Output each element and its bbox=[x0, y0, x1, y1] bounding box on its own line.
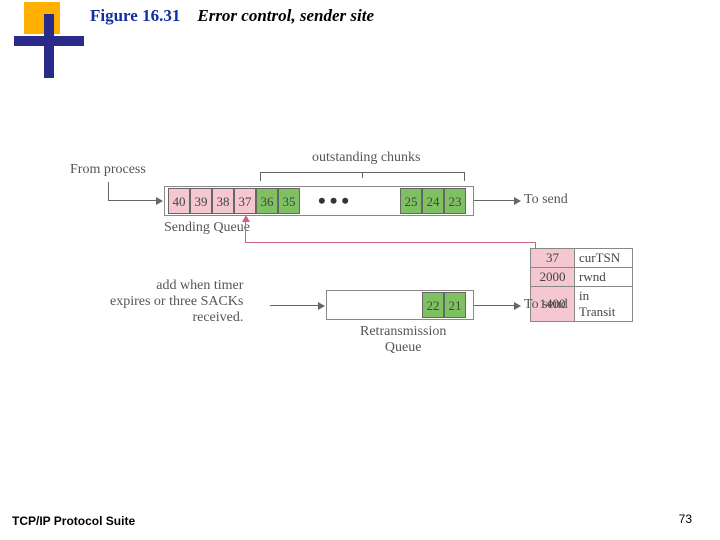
cell-value: 37 bbox=[531, 249, 575, 268]
chunk: 38 bbox=[212, 188, 234, 214]
arrow-to-send-1 bbox=[474, 200, 514, 201]
cell-key: curTSN bbox=[575, 249, 633, 268]
label-to-send-1: To send bbox=[524, 192, 568, 208]
label-from-process: From process bbox=[70, 162, 146, 178]
figure-name: Error control, sender site bbox=[197, 6, 374, 25]
arrow-to-send-2 bbox=[474, 305, 514, 306]
arrow-add-when bbox=[270, 305, 318, 306]
label-retrans-queue: Retransmission Queue bbox=[360, 324, 446, 356]
label-sending-queue: Sending Queue bbox=[164, 220, 250, 236]
brace-tick bbox=[362, 172, 363, 178]
arrow-from-process bbox=[108, 200, 156, 201]
chunk: 39 bbox=[190, 188, 212, 214]
label-line: Queue bbox=[385, 340, 422, 355]
label-add-when: add when timer expires or three SACKs re… bbox=[110, 278, 243, 326]
diagram: From process outstanding chunks 40 39 38… bbox=[70, 150, 660, 380]
ellipsis: ••• bbox=[318, 188, 353, 214]
chunk: 25 bbox=[400, 188, 422, 214]
logo-blue-bar-v bbox=[44, 14, 54, 78]
chunk: 40 bbox=[168, 188, 190, 214]
chunk: 37 bbox=[234, 188, 256, 214]
pink-arrow-up bbox=[245, 222, 246, 242]
label-line: add when timer bbox=[156, 278, 243, 293]
chunk: 36 bbox=[256, 188, 278, 214]
figure-title: Figure 16.31 Error control, sender site bbox=[90, 6, 374, 26]
arrow-segment bbox=[108, 182, 109, 200]
label-line: received. bbox=[192, 310, 243, 325]
chunk: 23 bbox=[444, 188, 466, 214]
chunk: 35 bbox=[278, 188, 300, 214]
cell-key: in Transit bbox=[575, 287, 633, 322]
label-line: Retransmission bbox=[360, 324, 446, 339]
pink-arrow-h bbox=[245, 242, 535, 243]
label-line: expires or three SACKs bbox=[110, 294, 243, 309]
cell-value: 2000 bbox=[531, 268, 575, 287]
logo-yellow-square bbox=[24, 2, 60, 34]
label-to-send-2: To send bbox=[524, 297, 568, 313]
page-number: 73 bbox=[679, 512, 692, 526]
slide-logo bbox=[14, 2, 84, 82]
cell-key: rwnd bbox=[575, 268, 633, 287]
chunk: 21 bbox=[444, 292, 466, 318]
chunk: 22 bbox=[422, 292, 444, 318]
label-outstanding: outstanding chunks bbox=[312, 150, 421, 166]
figure-number: Figure 16.31 bbox=[90, 6, 180, 25]
footer-text: TCP/IP Protocol Suite bbox=[12, 514, 135, 528]
chunk: 24 bbox=[422, 188, 444, 214]
